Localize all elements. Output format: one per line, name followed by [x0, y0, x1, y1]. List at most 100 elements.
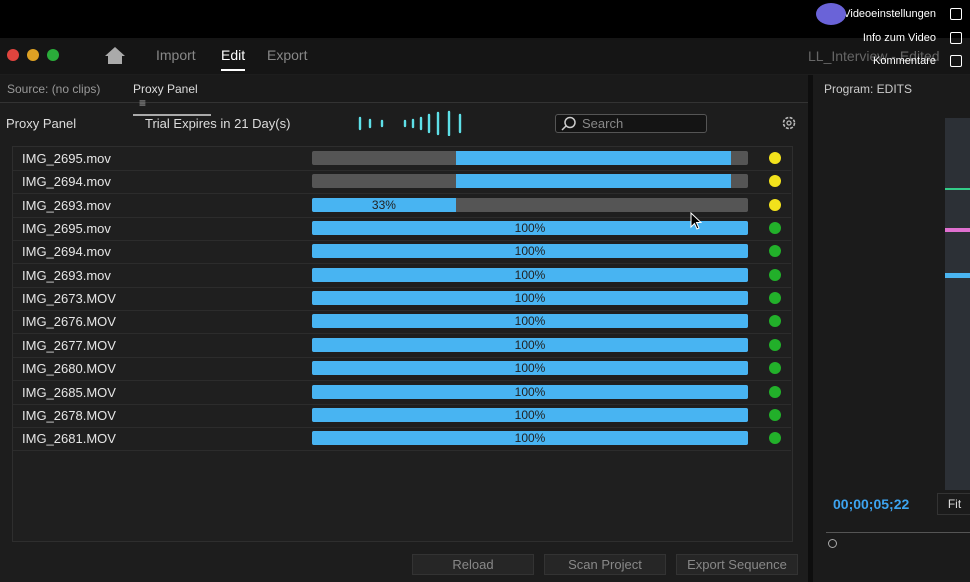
settings-icon[interactable] — [781, 115, 797, 131]
minimize-button[interactable] — [27, 49, 39, 61]
status-dot — [769, 268, 781, 281]
file-name: IMG_2693.mov — [22, 197, 111, 213]
source-tab[interactable]: Source: (no clips) — [7, 82, 101, 96]
close-button[interactable] — [7, 49, 19, 61]
button[interactable]: Reload — [412, 554, 534, 575]
status-dot — [769, 315, 781, 328]
file-row: IMG_2677.MOV 100% — [13, 334, 791, 358]
nav-tab[interactable]: Export — [267, 47, 308, 63]
file-name: IMG_2681.MOV — [22, 431, 116, 447]
progress-label: 33% — [371, 197, 396, 212]
progress-label: 100% — [514, 384, 546, 399]
menu-icon: ≡ — [139, 96, 147, 110]
file-name: IMG_2694.mov — [22, 244, 111, 260]
progress-fill — [312, 384, 748, 399]
avatar — [816, 3, 846, 25]
preview-detail — [945, 273, 970, 278]
progress-label: 100% — [514, 431, 546, 446]
youtube-menu-item[interactable]: Videoeinstellungen — [843, 8, 936, 20]
status-dot — [769, 222, 781, 235]
file-name: IMG_2678.MOV — [22, 407, 116, 423]
menu-icon — [950, 55, 962, 67]
file-row: IMG_2695.mov — [13, 147, 791, 171]
progress-fill — [312, 221, 748, 236]
status-dot — [769, 245, 781, 258]
home-icon[interactable] — [104, 45, 126, 65]
cursor — [690, 212, 703, 230]
button[interactable]: Export Sequence — [676, 554, 798, 575]
file-name: IMG_2694.mov — [22, 174, 111, 190]
youtube-menu-item[interactable]: Kommentare — [873, 55, 936, 67]
progress-track: 100% — [312, 221, 748, 236]
file-row: IMG_2680.MOV 100% — [13, 357, 791, 382]
progress-track: 100% — [312, 384, 748, 399]
trial-notice: Trial Expires in 21 Day(s) — [145, 116, 291, 131]
menu-icon — [950, 8, 962, 20]
zoom-select[interactable]: Fit — [937, 493, 970, 515]
playhead[interactable] — [828, 539, 837, 548]
search-icon — [561, 116, 576, 131]
file-row: IMG_2693.mov 100% — [13, 264, 791, 288]
header — [0, 38, 970, 74]
document-title: LL_Interview - Edited — [808, 48, 940, 64]
progress-fill — [312, 314, 748, 329]
logo-waveform — [358, 110, 462, 136]
progress-track: 100% — [312, 244, 748, 259]
nav-tab[interactable]: Edit — [221, 47, 246, 71]
file-row: IMG_2693.mov 33% — [13, 194, 791, 218]
progress-fill — [312, 407, 748, 422]
divider — [808, 75, 813, 582]
file-row: IMG_2678.MOV 100% — [13, 404, 791, 428]
progress-track: 100% — [312, 267, 748, 282]
file-name: IMG_2695.mov — [22, 221, 111, 237]
file-row: IMG_2681.MOV 100% — [13, 427, 791, 452]
status-dot — [769, 432, 781, 445]
button[interactable]: Scan Project — [544, 554, 666, 575]
proxy-tab-label: Proxy Panel — [133, 82, 198, 96]
progress-label: 100% — [514, 407, 546, 422]
timecode: 00;00;05;22 — [833, 496, 910, 512]
status-dot — [769, 338, 781, 351]
search-box[interactable]: Search — [555, 114, 707, 133]
video-preview — [945, 118, 970, 490]
progress-label: 100% — [514, 361, 546, 376]
progress-label: 100% — [514, 291, 546, 306]
file-name: IMG_2676.MOV — [22, 314, 116, 330]
file-name: IMG_2680.MOV — [22, 361, 116, 377]
status-dot — [769, 175, 781, 188]
progress-label: 100% — [514, 337, 546, 352]
status-dot — [769, 198, 781, 211]
status-dot — [769, 152, 781, 164]
nav-tab[interactable]: Import — [156, 47, 196, 63]
progress-fill — [455, 174, 731, 189]
progress-fill — [312, 244, 748, 259]
progress-track: 100% — [312, 337, 748, 352]
status-dot — [769, 408, 781, 421]
progress-track: 100% — [312, 407, 748, 422]
file-name: IMG_2677.MOV — [22, 337, 116, 353]
progress-fill — [312, 431, 748, 446]
status-dot — [769, 385, 781, 398]
preview-detail — [945, 228, 970, 232]
progress-label: 100% — [514, 314, 546, 329]
program-panel — [813, 75, 970, 582]
progress-label: 100% — [514, 244, 546, 259]
top-bar — [0, 0, 970, 38]
youtube-menu-item[interactable]: Info zum Video — [862, 31, 936, 44]
panel-tabs — [0, 75, 808, 103]
progress-track: 100% — [312, 361, 748, 376]
file-row: IMG_2694.mov — [13, 170, 791, 195]
progress-label: 100% — [514, 267, 546, 282]
zoom-button[interactable] — [47, 49, 59, 61]
progress-fill — [312, 267, 748, 282]
file-row: IMG_2695.mov 100% — [13, 217, 791, 242]
preview-detail — [945, 188, 970, 190]
progress-fill — [455, 151, 731, 165]
menu-icon — [950, 31, 962, 44]
file-row: IMG_2676.MOV 100% — [13, 310, 791, 335]
proxy-tab[interactable]: Proxy Panel ≡ — [133, 82, 211, 116]
program-title: Program: EDITS — [824, 82, 913, 96]
progress-fill — [312, 291, 748, 306]
file-name: IMG_2685.MOV — [22, 384, 116, 400]
